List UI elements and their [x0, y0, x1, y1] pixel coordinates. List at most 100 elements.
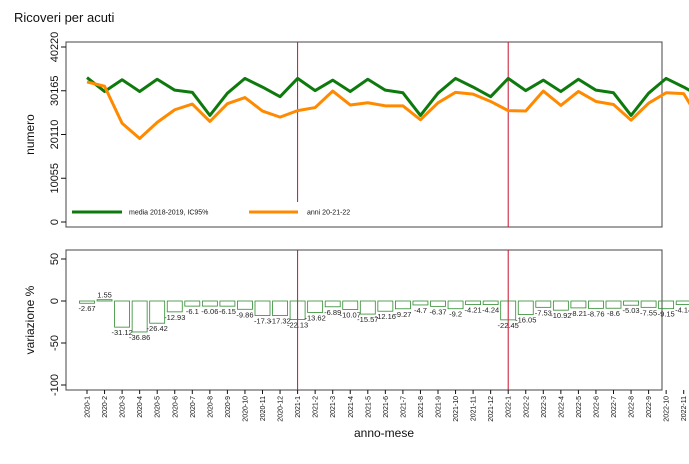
bar-data-label: -17.3	[254, 317, 271, 326]
bar	[359, 300, 376, 315]
x-tick-label: 2021-3	[330, 396, 337, 418]
top-panel-frame	[65, 41, 663, 228]
bar-data-label: -10.07	[340, 310, 361, 319]
bar	[412, 300, 429, 306]
bar	[535, 300, 552, 308]
x-tick-label: 2021-8	[418, 396, 425, 418]
bar	[166, 300, 183, 313]
bar	[394, 300, 411, 310]
bar	[201, 300, 218, 307]
bar-data-label: -10.92	[550, 311, 571, 320]
bar	[605, 300, 622, 309]
bar-data-label: -6.15	[219, 307, 236, 316]
chart-title: Ricoveri per acuti	[14, 10, 115, 25]
bar-data-label: -16.05	[515, 315, 536, 324]
bar-data-label: -5.03	[622, 306, 639, 315]
bottom-y-tick-label: -50	[49, 335, 61, 351]
bar-data-label: -26.42	[147, 324, 168, 333]
bar	[675, 300, 689, 305]
bar-data-label: -22.13	[287, 321, 308, 330]
bar	[447, 300, 464, 310]
bar-data-label: -6.37	[429, 307, 446, 316]
bar	[307, 300, 324, 313]
series-line-anni	[86, 80, 689, 140]
top-y-tick-label: 30165	[49, 75, 61, 106]
bar-data-label: -2.67	[78, 304, 95, 313]
x-tick-label: 2020-8	[207, 396, 214, 418]
bar	[184, 300, 201, 307]
x-tick-label: 2020-3	[120, 396, 127, 418]
x-tick-label: 2021-12	[488, 396, 495, 422]
x-tick-label: 2022-5	[576, 396, 583, 418]
x-tick-label: 2020-4	[137, 396, 144, 418]
bar-data-label: -9.15	[658, 310, 675, 319]
bar	[114, 300, 130, 328]
x-tick-label: 2022-3	[541, 396, 548, 418]
top-y-tick-label: 10055	[49, 163, 61, 194]
bar	[552, 300, 569, 311]
bar-data-label: -6.89	[324, 308, 341, 317]
x-tick-label: 2022-7	[611, 396, 618, 418]
bar-data-label: -22.45	[498, 321, 519, 330]
bar-data-label: -15.57	[357, 315, 378, 324]
top-y-tick-label: 20110	[49, 120, 61, 150]
top-y-tick-label: 0	[49, 219, 61, 225]
bar-data-label: -4.21	[465, 306, 482, 315]
bar	[342, 300, 359, 310]
bar	[482, 300, 499, 305]
x-tick-label: 2020-9	[225, 396, 232, 418]
bottom-y-tick-label: -100	[49, 374, 61, 396]
x-tick-label: 2020-10	[242, 396, 249, 422]
bar-data-label: -8.21	[570, 309, 587, 318]
bar-data-label: -9.2	[449, 310, 462, 319]
bottom-panel-frame	[65, 249, 663, 391]
bar-data-label: -4.7	[414, 306, 427, 315]
bar	[149, 300, 166, 324]
x-tick-label: 2021-9	[436, 396, 443, 418]
top-y-axis-label: numero	[23, 114, 37, 155]
bottom-y-tick-label: 50	[49, 253, 61, 265]
bar-data-label: -12.16	[375, 312, 396, 321]
bar	[237, 300, 253, 310]
x-tick-label: 2022-1	[506, 396, 513, 418]
bar	[430, 300, 446, 307]
bar-data-label: -8.76	[587, 309, 604, 318]
bar-data-label: -12.93	[164, 313, 185, 322]
bar-data-label: -8.6	[607, 309, 620, 318]
bar-data-label: -4.14	[675, 305, 689, 314]
series-line-media	[86, 76, 689, 117]
bar	[254, 300, 271, 316]
x-axis-label: anno-mese	[354, 426, 414, 440]
bar	[588, 300, 604, 309]
bar-data-label: -6.06	[201, 307, 218, 316]
bar-data-label: -7.55	[640, 308, 657, 317]
x-tick-label: 2021-4	[348, 396, 355, 418]
bar	[79, 300, 95, 304]
x-tick-label: 2022-2	[523, 396, 530, 418]
bar	[96, 299, 113, 302]
x-tick-label: 2020-12	[278, 396, 285, 422]
bar-data-label: -7.53	[535, 308, 552, 317]
bar	[377, 300, 394, 312]
bar	[658, 300, 675, 310]
x-tick-label: 2020-11	[260, 396, 267, 421]
bottom-y-axis-label: variazione %	[23, 285, 37, 354]
legend-label-anni: anni 20-21-22	[307, 210, 350, 217]
bar-data-label: -17.32	[269, 317, 290, 326]
bar	[272, 300, 288, 316]
bar	[465, 300, 482, 305]
x-tick-label: 2021-7	[400, 396, 407, 418]
x-tick-label: 2020-2	[102, 396, 109, 418]
x-tick-label: 2020-6	[172, 396, 179, 418]
x-tick-label: 2021-2	[313, 396, 320, 418]
bar	[131, 300, 148, 333]
x-tick-label: 2022-10	[664, 396, 671, 422]
x-tick-label: 2021-6	[383, 396, 390, 418]
bar-data-label: -6.1	[186, 307, 199, 316]
bar	[517, 300, 534, 315]
x-tick-label: 2020-7	[190, 396, 197, 418]
bar	[570, 300, 587, 309]
x-tick-label: 2020-1	[85, 396, 92, 418]
bar	[640, 300, 657, 308]
